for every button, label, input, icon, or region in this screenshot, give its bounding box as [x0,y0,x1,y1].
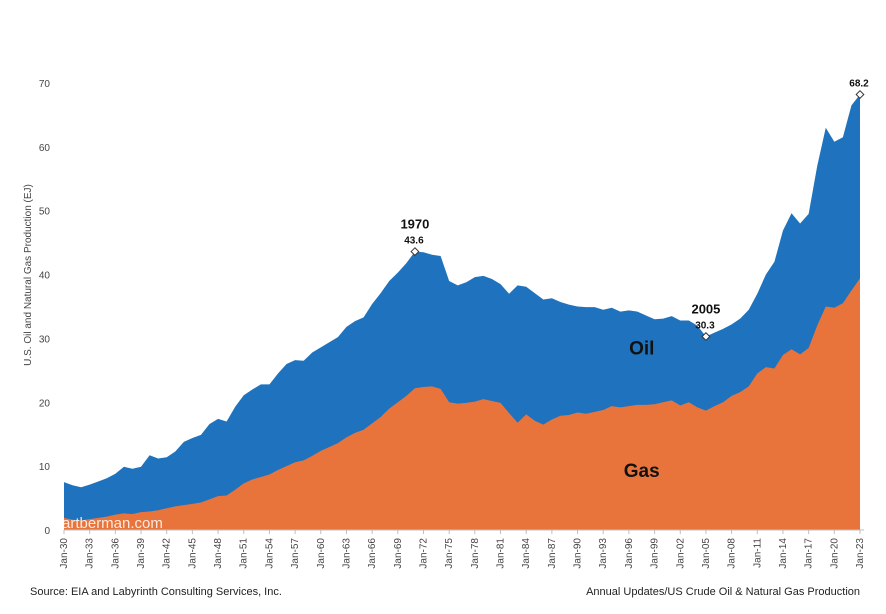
annotation-marker [410,247,420,257]
annotation-marker [855,89,865,100]
x-tick-label: Jan-54 [264,538,275,569]
x-tick-label: Jan-96 [624,538,635,569]
footer-source: Source: EIA and Labyrinth Consulting Ser… [30,586,282,598]
y-tick-label: 60 [39,143,51,154]
y-axis-label: U.S. Oil and Natural Gas Production (EJ) [23,184,34,366]
x-tick-label: Jan-48 [213,538,224,569]
y-tick-label: 40 [39,271,51,282]
y-tick-label: 30 [39,334,51,345]
x-tick-label: Jan-63 [341,538,352,569]
x-tick-label: Jan-84 [521,538,532,569]
y-axis-ticks: 0 10 20 30 40 50 60 70 [39,79,51,537]
series-label-gas: Gas [624,461,660,482]
x-tick-label: Jan-02 [675,538,686,569]
x-tick-label: Jan-72 [418,538,429,569]
y-tick-label: 10 [39,462,51,473]
y-tick-label: 50 [39,207,51,218]
x-tick-label: Jan-99 [650,538,661,569]
x-axis: Jan-30 Jan-33 Jan-36 Jan-39 Jan-42 Jan-45 Jan-… [59,529,866,569]
x-tick-label: Jan-51 [239,538,250,569]
x-tick-label: Jan-11 [752,538,763,568]
watermark-text: artberman.com [62,515,163,532]
annotation-value: 30.3 [695,321,715,332]
gas-area [64,278,860,530]
y-tick-label: 70 [39,79,51,90]
annotation-value: 68.2 [849,78,869,89]
x-tick-label: Jan-93 [598,538,609,569]
x-tick-label: Jan-45 [187,538,198,569]
annotation-year: 1970 [400,217,429,232]
x-tick-label: Jan-87 [547,538,558,569]
x-tick-label: Jan-20 [829,538,840,569]
x-tick-label: Jan-69 [393,538,404,569]
x-tick-label: Jan-60 [316,538,327,569]
x-tick-label: Jan-23 [855,538,866,569]
y-tick-label: 0 [44,526,50,537]
area-layers [64,94,860,530]
annotation-year: 2005 [691,302,720,317]
annotation-marker [701,332,711,342]
footer-series-title: Annual Updates/US Crude Oil & Natural Ga… [586,586,860,598]
annotation-value: 43.6 [404,236,424,247]
x-tick-label: Jan-36 [110,538,121,569]
x-tick-label: Jan-08 [727,538,738,569]
x-tick-label: Jan-78 [470,538,481,569]
series-labels: Oil Gas [624,338,660,482]
series-label-oil: Oil [629,338,654,359]
x-tick-label: Jan-17 [804,538,815,569]
x-tick-label: Jan-30 [59,538,70,569]
x-tick-label: Jan-75 [444,538,455,569]
y-tick-label: 20 [39,398,51,409]
annotations: 43.6 1970 30.3 2005 68.2 [400,78,869,342]
x-tick-label: Jan-42 [162,538,173,569]
x-tick-label: Jan-81 [496,538,507,569]
x-tick-label: Jan-57 [290,538,301,569]
x-tick-label: Jan-90 [573,538,584,569]
y-axis-title: U.S. Oil and Natural Gas Production (EJ) [23,184,34,366]
x-tick-label: Jan-14 [778,538,789,569]
x-tick-label: Jan-39 [136,538,147,569]
x-tick-label: Jan-66 [367,538,378,569]
x-tick-label: Jan-33 [85,538,96,569]
x-tick-label: Jan-05 [701,538,712,569]
